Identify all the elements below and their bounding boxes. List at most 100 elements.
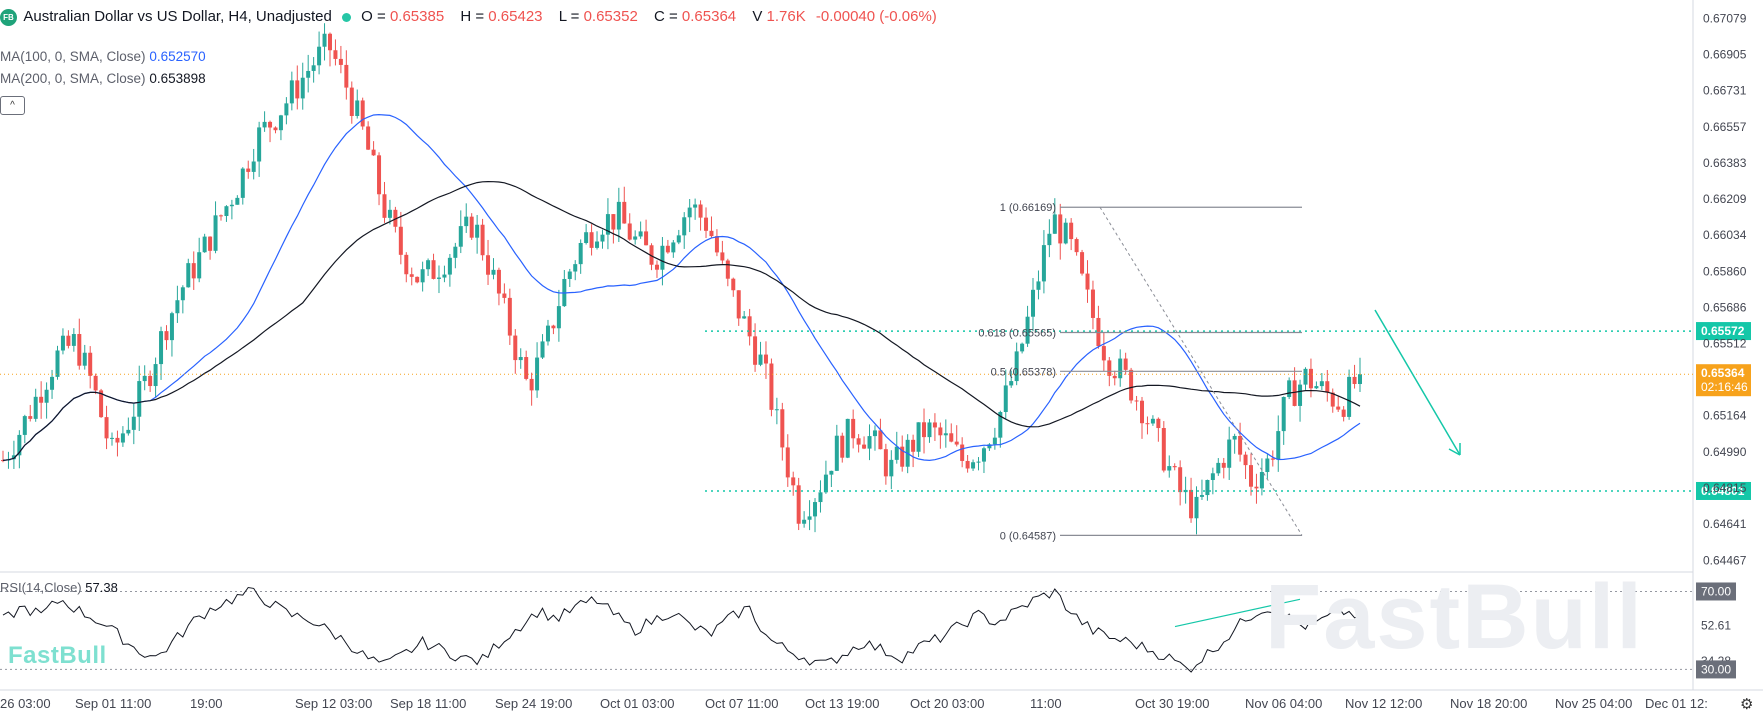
ma200-value: 0.653898 bbox=[149, 71, 206, 86]
time-tick-label: Nov 06 04:00 bbox=[1245, 696, 1322, 711]
fib-level-label: 1 (0.66169) bbox=[1000, 202, 1056, 214]
candle-body bbox=[769, 363, 774, 410]
candle-body bbox=[1210, 473, 1215, 480]
candle-body bbox=[464, 216, 469, 227]
candle-body bbox=[823, 474, 828, 493]
candle-body bbox=[93, 375, 98, 391]
candle-body bbox=[622, 201, 627, 224]
candle-body bbox=[742, 316, 747, 319]
candle-body bbox=[1025, 316, 1030, 344]
candle-body bbox=[714, 236, 719, 253]
ma100-legend[interactable]: MA(100, 0, SMA, Close) 0.652570 bbox=[0, 49, 206, 64]
candle-body bbox=[900, 446, 905, 467]
candle-body bbox=[191, 263, 196, 279]
candle-body bbox=[415, 276, 420, 283]
candle-body bbox=[1325, 381, 1330, 393]
candle-body bbox=[371, 149, 376, 156]
candle-body bbox=[153, 364, 158, 387]
candle-body bbox=[758, 354, 763, 365]
candle-body bbox=[840, 435, 845, 458]
price-tick-label: 0.66731 bbox=[1703, 84, 1747, 98]
ma200-line bbox=[2, 180, 1361, 461]
candle-body bbox=[1189, 489, 1194, 519]
candle-body bbox=[99, 390, 104, 418]
candle-body bbox=[791, 477, 796, 486]
candle-body bbox=[218, 215, 223, 217]
candle-body bbox=[611, 214, 616, 230]
current-price-label: 0.65364 bbox=[1701, 366, 1745, 380]
candle-body bbox=[1123, 358, 1128, 370]
time-tick-label: 19:00 bbox=[190, 696, 223, 711]
candle-body bbox=[175, 300, 180, 314]
candle-body bbox=[851, 418, 856, 439]
candle-body bbox=[50, 376, 55, 390]
time-axis[interactable]: 26 03:00 Sep 01 11:00 19:00 Sep 12 03:00 Sep… bbox=[0, 696, 1708, 711]
gear-icon[interactable]: ⚙ bbox=[1740, 696, 1754, 713]
candle-body bbox=[311, 65, 316, 71]
candle-body bbox=[1221, 462, 1226, 468]
rsi-tick-label: 52.61 bbox=[1701, 618, 1731, 632]
candle-body bbox=[1041, 245, 1046, 282]
candle-body bbox=[725, 260, 730, 279]
time-tick-label: Nov 18 20:00 bbox=[1450, 696, 1527, 711]
candle-body bbox=[284, 103, 289, 116]
candle-body bbox=[322, 33, 327, 47]
close-label: C = bbox=[653, 8, 678, 25]
candle-body bbox=[224, 206, 229, 217]
candle-body bbox=[1358, 374, 1362, 385]
price-tick-label: 0.66557 bbox=[1703, 120, 1747, 134]
ma100-value: 0.652570 bbox=[149, 49, 206, 64]
collapse-legend-button[interactable]: ^ bbox=[0, 96, 25, 115]
candle-body bbox=[246, 168, 251, 172]
candle-body bbox=[278, 115, 283, 131]
rsi-level-marker bbox=[1696, 582, 1736, 601]
candle-body bbox=[257, 127, 262, 162]
candle-body bbox=[88, 352, 93, 376]
candle-body bbox=[1254, 486, 1259, 489]
price-tick-label: 0.64815 bbox=[1703, 481, 1747, 495]
candle-body bbox=[377, 155, 382, 195]
candle-body bbox=[502, 293, 507, 298]
candle-body bbox=[747, 316, 752, 337]
symbol-title: Australian Dollar vs US Dollar, H4, Unad… bbox=[23, 8, 332, 25]
forecast-arrow bbox=[1374, 309, 1461, 456]
fibonacci-retracement[interactable]: 1 (0.66169) 0.618 (0.65565) 0.5 (0.65378) 0… bbox=[978, 202, 1303, 542]
level-price-marker bbox=[1696, 322, 1751, 341]
candle-body bbox=[197, 252, 202, 279]
candle-body bbox=[992, 437, 997, 445]
candle-body bbox=[567, 271, 572, 279]
candle-body bbox=[186, 263, 191, 288]
candle-body bbox=[262, 121, 267, 128]
candle-body bbox=[213, 215, 218, 251]
candle-body bbox=[426, 260, 431, 270]
candle-body bbox=[916, 422, 921, 452]
candle-body bbox=[1330, 392, 1335, 407]
candle-body bbox=[1036, 281, 1041, 290]
candle-body bbox=[458, 226, 463, 247]
candle-body bbox=[1014, 351, 1019, 382]
candle-body bbox=[1276, 431, 1281, 460]
candle-body bbox=[317, 46, 322, 66]
ma200-legend[interactable]: MA(200, 0, SMA, Close) 0.653898 bbox=[0, 71, 206, 86]
candle-body bbox=[1292, 380, 1297, 406]
candle-body bbox=[1074, 239, 1079, 253]
time-tick-label: Oct 30 19:00 bbox=[1135, 696, 1209, 711]
candle-body bbox=[862, 444, 867, 449]
price-axis[interactable]: 0.67079 0.66905 0.66731 0.66557 0.66383 0.662… bbox=[1703, 12, 1747, 568]
candle-body bbox=[1341, 409, 1346, 417]
candle-body bbox=[829, 470, 834, 475]
candle-body bbox=[447, 257, 452, 275]
candle-body bbox=[971, 462, 976, 469]
candle-body bbox=[496, 269, 501, 294]
candle-body bbox=[763, 354, 768, 364]
candle-body bbox=[486, 255, 491, 275]
candle-body bbox=[600, 234, 605, 242]
current-price-marker bbox=[1696, 364, 1751, 397]
candle-body bbox=[355, 100, 360, 116]
candle-body bbox=[1, 460, 5, 462]
rsi-legend[interactable]: RSI(14,Close) 57.38 bbox=[0, 580, 118, 595]
candle-body bbox=[137, 381, 142, 417]
candle-body bbox=[872, 430, 877, 437]
